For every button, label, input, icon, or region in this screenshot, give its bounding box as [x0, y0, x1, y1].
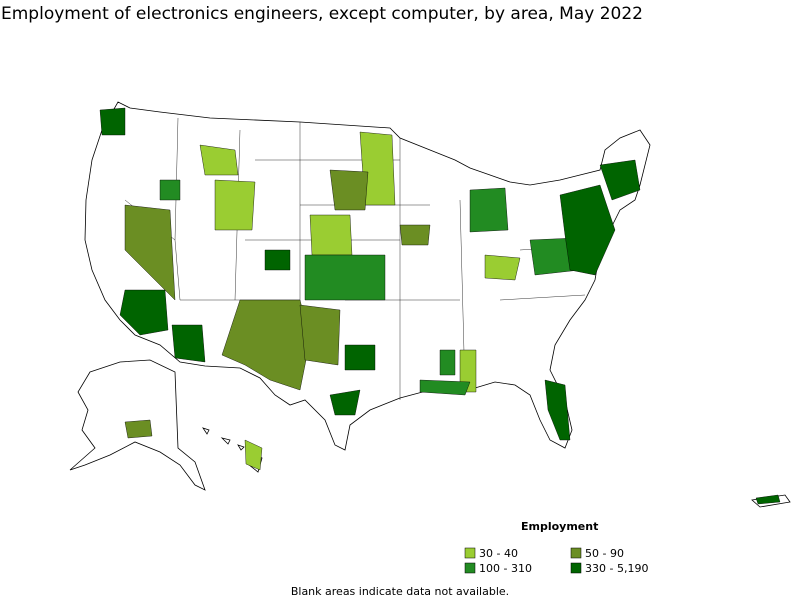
area	[119, 289, 169, 336]
area	[309, 214, 353, 256]
map-title: Employment of electronics engineers, exc…	[1, 4, 643, 24]
area	[214, 179, 256, 231]
area	[344, 344, 376, 371]
area	[304, 254, 386, 301]
area	[419, 379, 471, 396]
legend-title: Employment	[521, 520, 598, 533]
area	[459, 349, 477, 393]
area	[484, 254, 521, 281]
area	[559, 184, 616, 276]
legend-label: 50 - 90	[585, 547, 624, 560]
area	[264, 249, 291, 271]
legend-swatch	[464, 547, 476, 559]
area	[124, 204, 176, 301]
area	[329, 169, 369, 211]
legend-label: 30 - 40	[479, 547, 518, 560]
area	[544, 379, 571, 441]
area	[469, 187, 509, 233]
area	[299, 304, 341, 366]
legend: Employment 30 - 40 50 - 90 100 - 310 330 - …	[464, 520, 648, 575]
legend-label: 330 - 5,190	[585, 562, 648, 575]
area	[159, 179, 181, 201]
legend-label: 100 - 310	[479, 562, 532, 575]
footnote: Blank areas indicate data not available.	[291, 585, 509, 598]
area	[329, 389, 361, 416]
area	[99, 107, 126, 136]
legend-swatch	[570, 547, 582, 559]
area	[439, 349, 456, 376]
map	[69, 101, 791, 508]
area	[171, 324, 206, 363]
area	[599, 159, 641, 201]
area	[124, 419, 153, 439]
area	[755, 494, 781, 505]
area	[399, 224, 431, 246]
area	[244, 439, 263, 471]
legend-swatch	[464, 562, 476, 574]
area	[199, 144, 239, 176]
legend-swatch	[570, 562, 582, 574]
regions	[99, 107, 781, 505]
